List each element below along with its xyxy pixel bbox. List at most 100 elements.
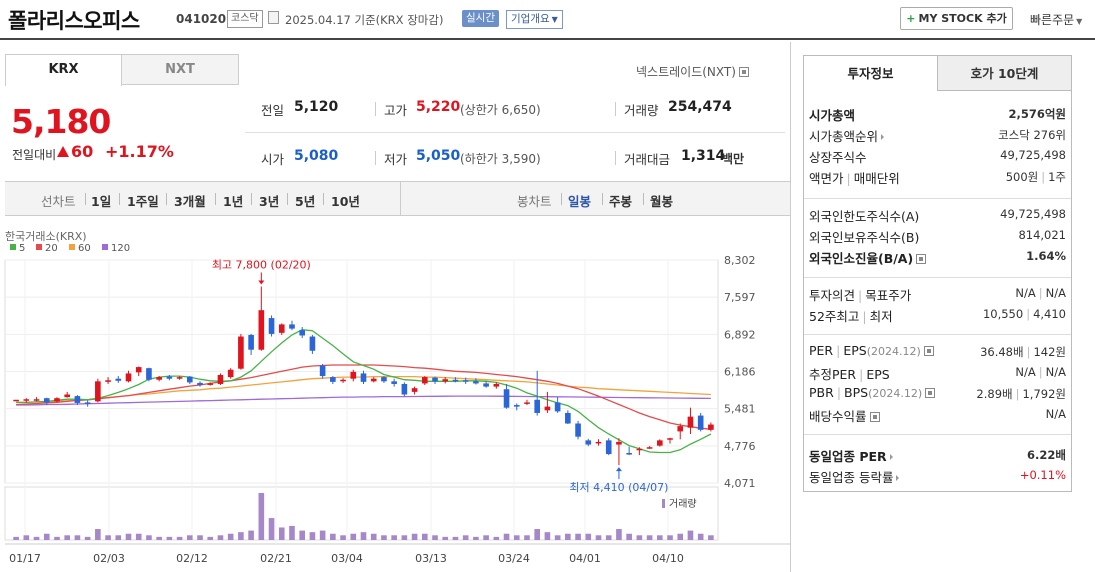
candle-body [687,416,694,428]
candle-body [575,423,581,437]
candle-body [33,399,40,401]
divider [245,132,785,133]
tab-3y[interactable]: 3년 [259,194,280,209]
candle [677,423,684,440]
volume-bar [176,536,183,540]
x-tick-label: 03/04 [331,552,363,565]
candle-body [146,368,152,380]
tab-3m[interactable]: 3개월 [174,194,206,209]
candle [421,376,428,386]
tab-hoga-10[interactable]: 호가 10단계 [937,55,1072,91]
volume-legend-label: 거래량 [669,498,697,510]
help-icon[interactable] [923,346,934,356]
candle [330,376,336,384]
info-label: 52주최고 | 최저 [809,306,893,325]
tab-10y[interactable]: 10년 [331,194,360,209]
candle-body [595,441,602,444]
quick-order-dropdown[interactable]: 빠른주문 ▼ [1030,11,1082,28]
pipe-separator: | [858,288,863,303]
info-value: 49,725,498 [1000,207,1066,221]
help-icon[interactable] [738,67,749,77]
candle-body [105,380,111,382]
info-label-text: 동일업종 PER [809,449,887,464]
company-info-dropdown[interactable]: 기업개요 ▼ [506,10,563,29]
info-label: 시가총액 [809,105,855,124]
candle [95,378,101,403]
help-icon[interactable] [925,388,936,398]
candle [166,375,173,381]
info-value: 1.64% [1026,249,1066,263]
candle [186,376,193,384]
realtime-button[interactable]: 실시간 [462,10,499,27]
candle [54,397,60,403]
open-value: 5,080 [294,148,339,164]
info-value-text: 6.22배 [1027,448,1066,462]
info-label[interactable]: 시가총액순위 [809,126,885,145]
help-icon[interactable] [916,254,927,264]
company-name[interactable]: 폴라리스오피스 [8,9,140,33]
help-icon[interactable] [869,412,880,422]
arrow-right-icon [881,134,885,140]
chart-source-label: 한국거래소(KRX) [5,230,87,243]
tab-1y[interactable]: 1년 [223,194,244,209]
volume-bar [299,530,306,540]
candle [105,377,111,384]
volume-bar [503,533,510,540]
info-label-text: BPS [844,385,869,400]
candle [473,378,479,385]
candle [616,438,622,466]
candle [197,381,203,387]
calendar-icon [268,11,279,24]
volume-bar [238,532,244,540]
divider [804,334,1071,335]
tab-1w[interactable]: 1주일 [127,194,159,209]
tab-krx[interactable]: KRX [5,54,122,86]
divider [119,193,120,205]
info-value: 2.89배 | 1,792원 [976,386,1066,402]
tab-nxt[interactable]: NXT [121,54,239,85]
candle-body [197,382,203,386]
volume-bar [483,535,489,540]
volume-bar [248,530,254,540]
info-label[interactable]: 동일업종 등락률 [809,467,900,486]
tab-daily[interactable]: 일봉 [568,194,592,209]
candle [13,399,19,402]
info-value: 500원 | 1주 [1006,169,1066,185]
divider [85,193,86,205]
candle [370,377,377,383]
info-label-text: 추정PER [809,367,857,382]
volume-bar [23,535,30,540]
candle-body [248,334,254,350]
pipe-separator: | [1015,387,1020,401]
info-label: 투자의견 | 목표주가 [809,285,911,304]
add-mystock-button[interactable]: + MY STOCK 추가 [900,7,1013,30]
info-label: 추정PER | EPS [809,364,890,383]
tab-invest-info[interactable]: 투자정보 [803,55,938,91]
tab-monthly[interactable]: 월봉 [650,194,674,209]
info-value-text: 1.64% [1026,249,1066,263]
price-chart[interactable]: 8,302 7,597 6,892 6,186 5,481 4,776 4,071 01/17… [0,222,790,572]
volume-bar [217,535,224,540]
tab-weekly[interactable]: 주봉 [609,194,633,209]
change-label: 전일대비 [12,148,57,162]
volume-bar [524,535,530,540]
volume-bar [513,535,520,540]
mystock-label: MY STOCK 추가 [918,12,1007,25]
open-label: 시가 [261,152,285,167]
nextrade-link[interactable]: 넥스트레이드(NXT) [636,63,749,80]
stock-code: 041020 [176,12,227,26]
info-sub: (2024.12) [868,387,923,400]
info-label: 상장주식수 [809,147,867,166]
divider [166,193,167,205]
candle-body [64,394,71,398]
tab-5y[interactable]: 5년 [295,194,316,209]
candle-body [442,379,449,382]
info-label[interactable]: 동일업종 PER [809,446,893,465]
volume-bar [289,525,295,540]
y-tick-label: 4,776 [724,440,756,453]
divider [804,277,1071,278]
candle-body [565,412,571,424]
volume-bar [74,535,81,540]
candle [554,397,561,413]
tab-1d[interactable]: 1일 [91,194,112,209]
